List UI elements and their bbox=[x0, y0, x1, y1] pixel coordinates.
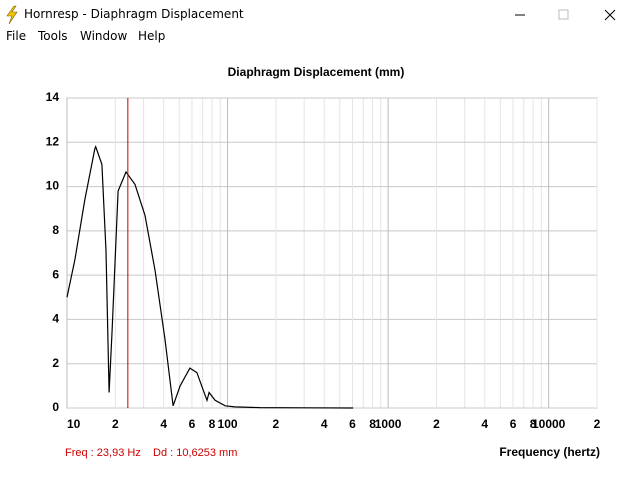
x-tick-label: 100 bbox=[218, 417, 238, 431]
y-tick-label: 2 bbox=[52, 356, 59, 370]
app-icon bbox=[6, 5, 18, 25]
x-tick-label: 8 bbox=[209, 417, 216, 431]
x-tick-label: 10 bbox=[67, 417, 81, 431]
x-tick-label: 8 bbox=[530, 417, 537, 431]
y-tick-label: 0 bbox=[52, 400, 59, 414]
cursor-frequency: Freq : 23,93 Hz bbox=[65, 447, 141, 459]
x-tick-label: 6 bbox=[349, 417, 356, 431]
x-tick-label: 2 bbox=[594, 417, 601, 431]
x-tick-label: 4 bbox=[160, 417, 167, 431]
chart-title: Diaphragm Displacement (mm) bbox=[228, 65, 405, 79]
plot-area bbox=[66, 97, 598, 409]
x-axis-label: Frequency (hertz) bbox=[499, 445, 600, 459]
cursor-readout: Dd : 10,6253 mm bbox=[153, 447, 237, 459]
data-line bbox=[66, 145, 354, 409]
chart: Diaphragm Displacement (mm) Frequency (h… bbox=[46, 65, 601, 459]
x-tick-label: 2 bbox=[112, 417, 119, 431]
x-tick-label: 4 bbox=[321, 417, 328, 431]
menu-item[interactable]: Tools bbox=[38, 29, 68, 43]
x-tick-label: 4 bbox=[481, 417, 488, 431]
window-controls[interactable] bbox=[505, 0, 625, 30]
y-tick-label: 4 bbox=[52, 312, 59, 326]
y-tick-label: 8 bbox=[52, 223, 59, 237]
x-tick-label: 6 bbox=[189, 417, 196, 431]
y-tick-label: 6 bbox=[52, 267, 59, 281]
y-tick-label: 10 bbox=[46, 179, 60, 193]
x-tick-label: 6 bbox=[510, 417, 517, 431]
title-bar: Hornresp - Diaphragm Displacement bbox=[0, 0, 631, 30]
x-tick-label: 2 bbox=[433, 417, 440, 431]
menu-item[interactable]: Window bbox=[80, 29, 128, 43]
y-tick-label: 12 bbox=[46, 134, 60, 148]
x-tick-label: 2 bbox=[273, 417, 280, 431]
x-tick-label: 8 bbox=[369, 417, 376, 431]
y-tick-label: 14 bbox=[46, 90, 60, 104]
window-title: Hornresp - Diaphragm Displacement bbox=[24, 7, 244, 21]
x-tick-label: 10000 bbox=[532, 417, 566, 431]
menu-item[interactable]: Help bbox=[138, 29, 166, 43]
x-tick-label: 1000 bbox=[375, 417, 402, 431]
menu-item[interactable]: File bbox=[6, 29, 27, 43]
